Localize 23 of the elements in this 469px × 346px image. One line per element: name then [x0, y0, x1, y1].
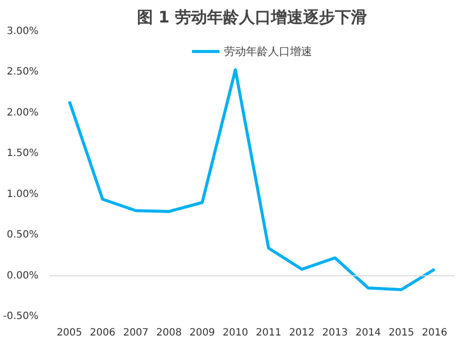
x-tick-label: 2006 [90, 328, 116, 338]
x-tick-label: 2005 [56, 328, 82, 338]
x-tick-label: 2010 [222, 328, 248, 338]
chart-title: 图 1 劳动年龄人口增速逐步下滑 [136, 8, 368, 26]
legend-label: 劳动年龄人口增速 [224, 44, 312, 58]
y-tick-label: 0.00% [6, 270, 39, 282]
y-tick-label: 1.50% [6, 148, 39, 160]
x-tick-label: 2009 [189, 328, 215, 338]
x-tick-label: 2008 [156, 328, 182, 338]
x-tick-label: 2016 [422, 328, 448, 338]
y-tick-label: 0.50% [6, 230, 39, 241]
x-tick-label: 2012 [289, 328, 315, 338]
x-tick-label: 2011 [256, 328, 282, 338]
x-tick-label: 2014 [355, 328, 381, 338]
y-tick-label: 1.00% [6, 188, 39, 200]
y-tick-label: 2.00% [6, 107, 39, 118]
line-series [68, 68, 436, 292]
y-tick-label: 2.50% [6, 66, 39, 78]
x-tick-label: 2015 [388, 328, 414, 338]
y-tick-label: 3.00% [6, 26, 39, 37]
y-tick-label: -0.50% [3, 311, 39, 322]
x-tick-label: 2007 [123, 328, 149, 338]
x-tick-label: 2013 [322, 328, 348, 338]
